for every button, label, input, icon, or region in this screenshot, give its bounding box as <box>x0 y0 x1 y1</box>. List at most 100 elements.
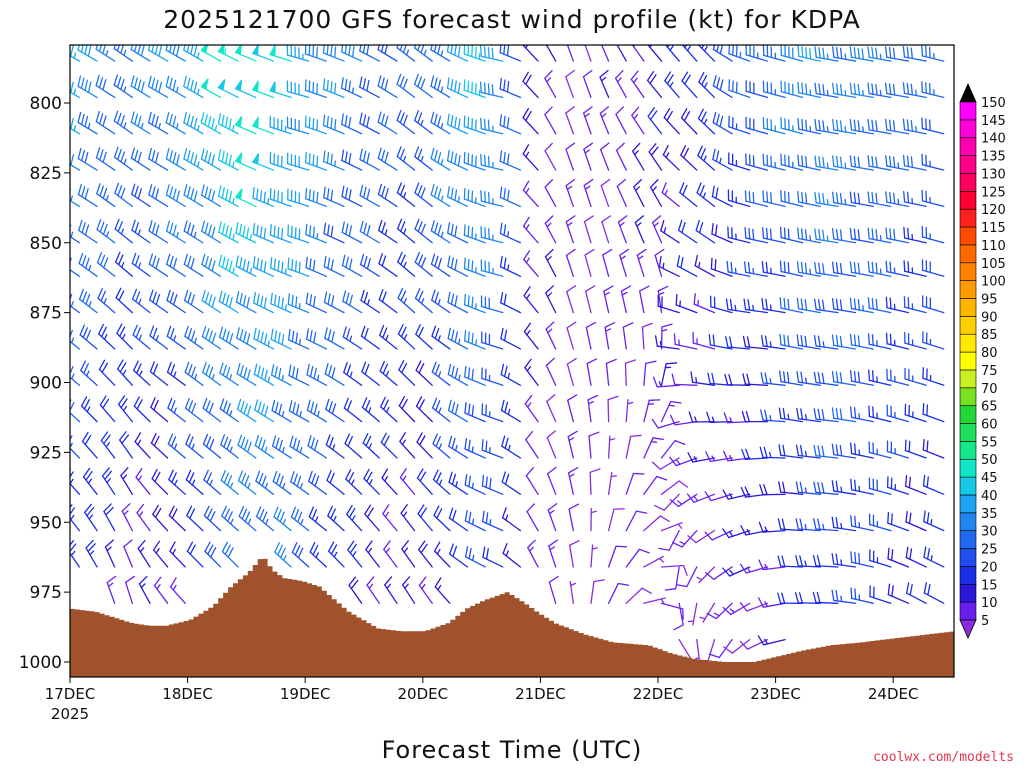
wind-barb <box>849 118 874 135</box>
wind-barb <box>905 546 927 568</box>
wind-barb <box>327 505 345 532</box>
wind-barb <box>725 298 751 314</box>
wind-barb <box>660 400 682 423</box>
wind-barb <box>587 394 599 423</box>
wind-barb <box>396 218 416 244</box>
wind-barb <box>630 70 645 99</box>
wind-barb <box>831 228 857 244</box>
wind-barb <box>728 79 751 99</box>
wind-barb <box>113 146 133 171</box>
wind-barb <box>622 322 634 350</box>
wind-barb <box>151 468 169 495</box>
y-tick-label: 975 <box>30 583 62 603</box>
wind-barb <box>590 544 599 568</box>
wind-barb <box>400 504 416 532</box>
wind-barb <box>523 322 539 350</box>
wind-barb <box>121 503 133 532</box>
wind-barb <box>501 507 522 532</box>
wind-barb <box>780 80 804 99</box>
wind-barb <box>522 216 539 244</box>
wind-barb <box>523 286 539 314</box>
wind-barb <box>780 117 804 135</box>
wind-barb <box>831 191 857 208</box>
wind-barb <box>432 433 451 459</box>
wind-barb <box>547 503 558 532</box>
wind-barb <box>868 513 892 532</box>
wind-barb <box>868 441 892 459</box>
color-bar-label: 80 <box>981 346 998 361</box>
wind-barb <box>165 148 186 171</box>
wind-barb <box>884 46 910 62</box>
wind-barb <box>397 287 416 314</box>
color-bar-legend: 5 10 15 20 25 30 35 40 45 50 55 60 65 70 75 80 85 90 95 100… <box>959 83 1006 639</box>
wind-barb <box>499 222 522 244</box>
wind-barb <box>96 252 116 277</box>
wind-barb <box>417 504 433 532</box>
wind-barb <box>254 399 275 423</box>
wind-barb <box>885 332 910 350</box>
wind-barb <box>201 220 222 244</box>
wind-barb <box>360 253 380 277</box>
wind-barb <box>544 215 557 244</box>
wind-barb <box>77 111 98 135</box>
wind-barb <box>234 116 257 135</box>
wind-barb <box>687 529 716 544</box>
wind-barb <box>687 452 716 463</box>
wind-barb <box>567 467 579 495</box>
y-tick-label: 950 <box>30 513 62 533</box>
wind-barb <box>569 580 577 604</box>
wind-barb <box>414 110 433 135</box>
wind-barb <box>905 475 927 495</box>
wind-barb <box>413 45 433 62</box>
wind-barb <box>607 545 628 568</box>
wind-barb <box>114 218 133 244</box>
wind-barb <box>567 430 578 459</box>
wind-barb <box>867 155 892 171</box>
wind-barb <box>364 504 380 532</box>
wind-barb <box>272 470 292 495</box>
wind-barb <box>499 114 522 135</box>
wind-barb <box>726 260 751 277</box>
wind-barb <box>379 324 398 350</box>
wind-barb <box>463 224 486 244</box>
wind-barb <box>270 257 292 277</box>
color-bar-label: 40 <box>981 489 998 504</box>
wind-barb <box>165 220 186 244</box>
wind-barb <box>234 152 257 171</box>
wind-barb <box>463 257 486 277</box>
wind-barb <box>463 187 486 208</box>
wind-barb <box>304 115 328 135</box>
wind-barb <box>762 117 786 135</box>
wind-barb <box>113 110 133 135</box>
wind-barb <box>306 363 328 386</box>
wind-barb <box>217 149 239 171</box>
wind-barb <box>235 291 257 314</box>
wind-barb <box>664 71 680 99</box>
wind-barb <box>185 469 204 495</box>
wind-barb <box>328 541 345 568</box>
wind-barb <box>779 226 804 244</box>
wind-barb <box>902 118 927 135</box>
wind-barb <box>582 106 593 135</box>
wind-barb <box>922 367 945 386</box>
wind-barb <box>131 288 151 314</box>
wind-barb <box>463 293 486 314</box>
color-bar-label: 85 <box>981 328 998 343</box>
wind-barb <box>585 285 596 314</box>
color-bar-label: 100 <box>981 275 1006 290</box>
color-bar-box <box>959 548 977 567</box>
wind-barb <box>290 471 310 495</box>
wind-barb <box>777 555 804 568</box>
color-bar-label: 135 <box>981 150 1006 165</box>
wind-barb <box>868 477 892 495</box>
wind-barb <box>607 395 619 423</box>
wind-barb <box>698 72 716 99</box>
wind-barb <box>130 75 151 99</box>
wind-barb <box>431 325 451 350</box>
wind-barb <box>307 435 328 459</box>
wind-barb <box>885 118 910 135</box>
wind-barb <box>165 75 186 99</box>
wind-barb <box>660 220 680 244</box>
wind-barb <box>797 45 821 62</box>
wind-barb <box>399 468 416 495</box>
